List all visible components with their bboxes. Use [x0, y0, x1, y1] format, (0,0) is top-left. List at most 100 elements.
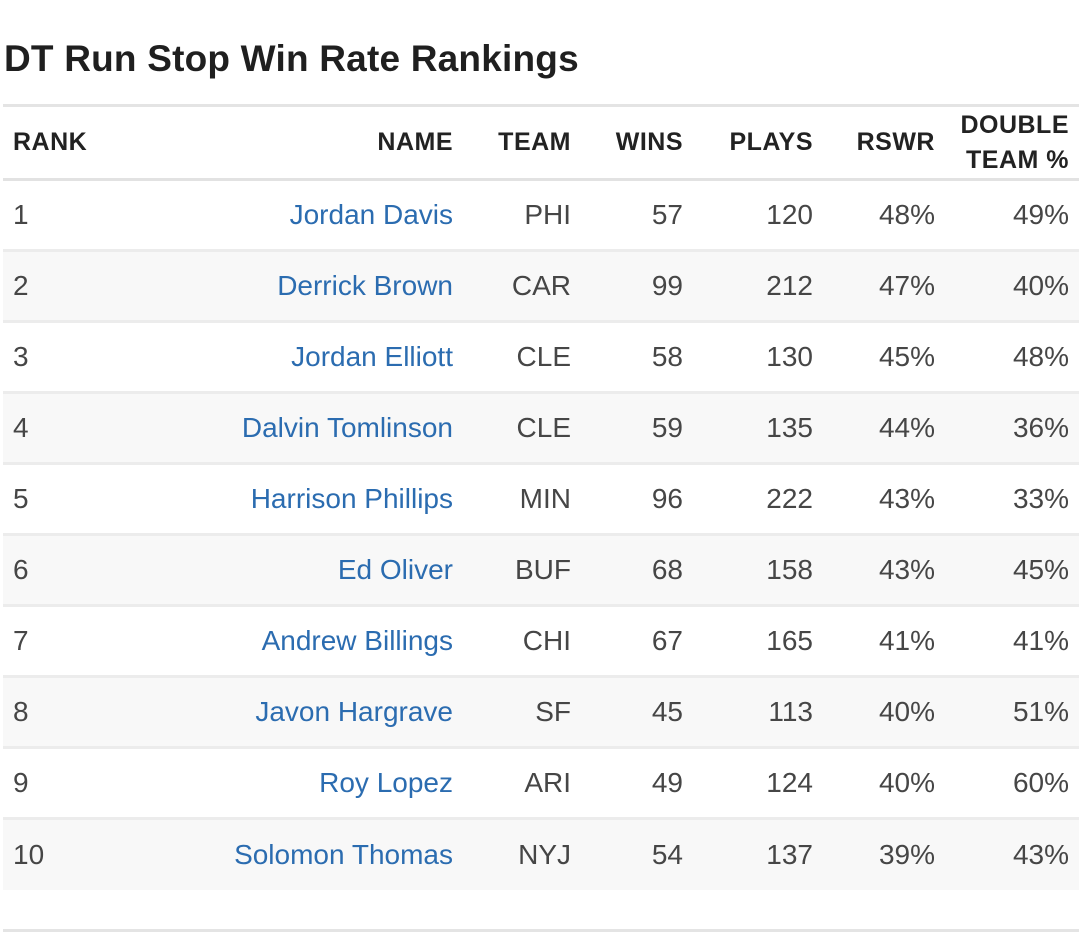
double-team-cell: 48%	[1012, 341, 1069, 372]
plays-cell: 135	[766, 412, 813, 443]
double-team-cell: 60%	[1012, 767, 1069, 798]
table-row: 9 Roy Lopez ARI 49 124 40% 60%	[3, 748, 1079, 819]
wins-cell: 54	[651, 838, 683, 870]
rswr-cell: 40%	[878, 767, 935, 798]
plays-cell: 130	[766, 341, 813, 372]
player-link[interactable]: Andrew Billings	[261, 625, 453, 656]
team-cell: CHI	[522, 625, 571, 656]
plays-cell: 124	[766, 767, 813, 798]
team-cell: SF	[535, 696, 571, 727]
rank-cell: 5	[13, 483, 29, 514]
double-team-cell: 41%	[1012, 625, 1069, 656]
table-row: 2 Derrick Brown CAR 99 212 47% 40%	[3, 250, 1079, 322]
table-row: 7 Andrew Billings CHI 67 165 41% 41%	[3, 606, 1079, 677]
team-cell: CAR	[511, 270, 571, 301]
player-link[interactable]: Ed Oliver	[337, 554, 453, 585]
plays-cell: 137	[766, 838, 813, 870]
table-row: 6 Ed Oliver BUF 68 158 43% 45%	[3, 534, 1079, 606]
column-header-double-team[interactable]: Double Team %	[960, 110, 1069, 174]
wins-cell: 57	[651, 199, 683, 230]
column-header-rswr[interactable]: RSWR	[856, 128, 935, 156]
rank-cell: 1	[13, 199, 29, 230]
player-link[interactable]: Solomon Thomas	[234, 838, 453, 870]
name-cell: Andrew Billings	[133, 606, 463, 677]
rswr-cell: 40%	[878, 696, 935, 727]
name-cell: Jordan Elliott	[133, 322, 463, 393]
bottom-divider	[3, 929, 1079, 932]
double-team-cell: 43%	[1012, 838, 1069, 870]
table-row: 1 Jordan Davis PHI 57 120 48% 49%	[3, 180, 1079, 251]
column-header-plays[interactable]: Plays	[729, 128, 813, 156]
rswr-cell: 41%	[878, 625, 935, 656]
wins-cell: 45	[651, 696, 683, 727]
plays-cell: 113	[768, 696, 813, 727]
table-body: 1 Jordan Davis PHI 57 120 48% 49% 2 Derrick Brow…	[3, 180, 1079, 890]
name-cell: Solomon Thomas	[133, 819, 463, 890]
column-header-team[interactable]: Team	[498, 128, 571, 156]
wins-cell: 96	[651, 483, 683, 514]
name-cell: Derrick Brown	[133, 251, 463, 322]
name-cell: Dalvin Tomlinson	[133, 393, 463, 464]
plays-cell: 222	[766, 483, 813, 514]
player-link[interactable]: Harrison Phillips	[250, 483, 453, 514]
rswr-cell: 44%	[878, 412, 935, 443]
double-team-cell: 33%	[1012, 483, 1069, 514]
rank-cell: 2	[13, 270, 29, 301]
double-team-cell: 40%	[1012, 270, 1069, 301]
table-header-row: Rank Name Team Wins Plays RSWR Double Te…	[3, 105, 1079, 180]
team-cell: ARI	[524, 767, 571, 798]
plays-cell: 120	[766, 199, 813, 230]
rank-cell: 6	[13, 554, 29, 585]
player-link[interactable]: Jordan Davis	[289, 199, 453, 230]
rank-cell: 4	[13, 412, 29, 443]
team-cell: PHI	[524, 199, 571, 230]
rank-cell: 9	[13, 767, 29, 798]
rswr-cell: 47%	[878, 270, 935, 301]
wins-cell: 58	[651, 341, 683, 372]
team-cell: MIN	[519, 483, 571, 514]
column-header-rank[interactable]: Rank	[13, 128, 88, 156]
table-row: 10 Solomon Thomas NYJ 54 137 39% 43%	[3, 818, 1079, 890]
rswr-cell: 43%	[878, 483, 935, 514]
double-team-cell: 36%	[1012, 412, 1069, 443]
table-row: 4 Dalvin Tomlinson CLE 59 135 44% 36%	[3, 392, 1079, 464]
rank-cell: 8	[13, 696, 29, 727]
rswr-cell: 48%	[878, 199, 935, 230]
plays-cell: 165	[766, 625, 813, 656]
plays-cell: 212	[766, 270, 813, 301]
player-link[interactable]: Dalvin Tomlinson	[241, 412, 453, 443]
page-title: DT Run Stop Win Rate Rankings	[4, 38, 579, 79]
column-header-wins[interactable]: Wins	[615, 128, 683, 156]
player-link[interactable]: Roy Lopez	[319, 767, 453, 798]
wins-cell: 49	[651, 767, 683, 798]
double-team-cell: 49%	[1012, 199, 1069, 230]
rankings-table: Rank Name Team Wins Plays RSWR Double Te…	[3, 104, 1079, 890]
wins-cell: 68	[651, 554, 683, 585]
name-cell: Harrison Phillips	[133, 464, 463, 535]
player-link[interactable]: Jordan Elliott	[291, 341, 453, 372]
player-link[interactable]: Derrick Brown	[277, 270, 453, 301]
wins-cell: 59	[651, 412, 683, 443]
rswr-cell: 43%	[878, 554, 935, 585]
name-cell: Ed Oliver	[133, 535, 463, 606]
player-link[interactable]: Javon Hargrave	[255, 696, 453, 727]
wins-cell: 99	[651, 270, 683, 301]
double-team-cell: 45%	[1012, 554, 1069, 585]
name-cell: Jordan Davis	[133, 180, 463, 251]
team-cell: CLE	[516, 341, 571, 372]
wins-cell: 67	[651, 625, 683, 656]
rswr-cell: 39%	[878, 838, 935, 870]
rank-cell: 3	[13, 341, 29, 372]
plays-cell: 158	[766, 554, 813, 585]
rank-cell: 7	[13, 625, 29, 656]
team-cell: NYJ	[518, 838, 571, 870]
team-cell: BUF	[515, 554, 571, 585]
column-header-name[interactable]: Name	[377, 128, 453, 156]
team-cell: CLE	[516, 412, 571, 443]
double-team-cell: 51%	[1012, 696, 1069, 727]
table-row: 3 Jordan Elliott CLE 58 130 45% 48%	[3, 322, 1079, 393]
rank-cell: 10	[13, 838, 45, 870]
name-cell: Roy Lopez	[133, 748, 463, 819]
table-row: 8 Javon Hargrave SF 45 113 40% 51%	[3, 676, 1079, 748]
rswr-cell: 45%	[878, 341, 935, 372]
